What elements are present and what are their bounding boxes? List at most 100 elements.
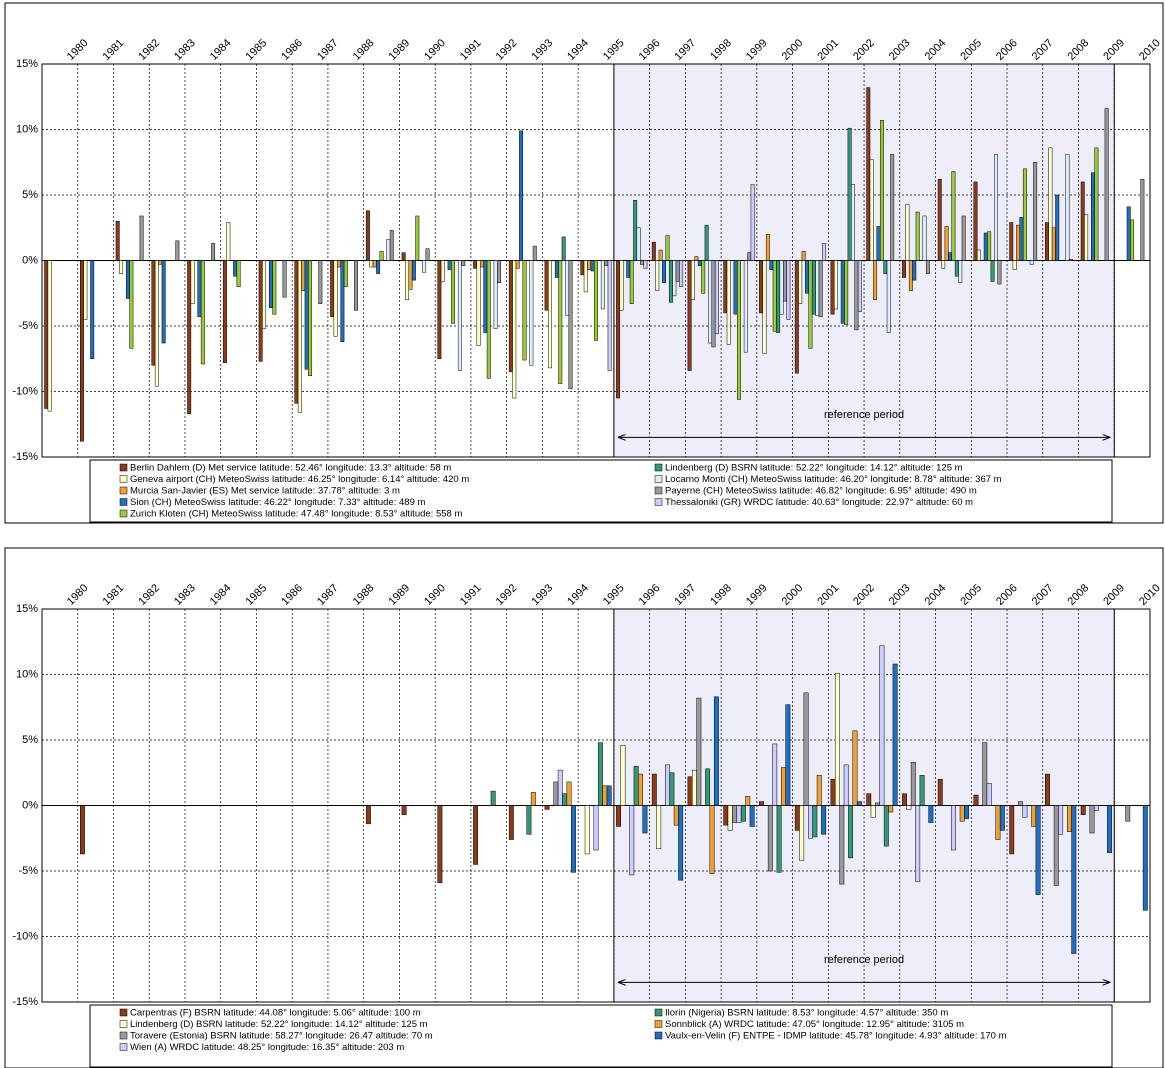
bar — [620, 744, 626, 806]
bar — [1012, 260, 1017, 270]
bar — [888, 805, 894, 813]
bar — [1093, 805, 1099, 811]
bar — [941, 260, 946, 269]
bar — [902, 260, 906, 278]
bar — [919, 775, 925, 806]
y-tick-label: 10% — [16, 123, 38, 135]
bar — [994, 154, 998, 261]
bar — [879, 645, 885, 806]
bar — [1084, 214, 1089, 261]
bar — [765, 234, 770, 261]
bar — [987, 231, 992, 261]
bar — [558, 260, 563, 384]
bar — [554, 260, 559, 278]
legend-label: Thessaloniki (GR) WRDC latitude: 40.63° … — [665, 497, 973, 508]
bar — [840, 260, 845, 324]
x-tick-label: 2000 — [780, 582, 806, 608]
x-tick-label: 1997 — [672, 37, 698, 63]
bar — [983, 232, 988, 261]
bar — [626, 260, 631, 278]
bar — [869, 159, 874, 261]
x-tick-label: 1993 — [529, 37, 555, 63]
bar — [906, 805, 912, 810]
x-tick-label: 1995 — [601, 37, 627, 63]
bar — [954, 260, 959, 277]
bar — [44, 260, 49, 409]
bar — [776, 260, 781, 333]
x-tick-label: 1986 — [279, 582, 305, 608]
bar — [672, 260, 677, 297]
bar — [258, 260, 263, 362]
bar — [337, 260, 341, 268]
legend-swatch — [654, 1020, 663, 1028]
bar — [925, 260, 930, 274]
bar — [1065, 154, 1070, 261]
legend-swatch — [654, 498, 663, 506]
bar — [668, 260, 673, 303]
bar — [875, 802, 880, 806]
bar — [1019, 217, 1024, 261]
bar — [1035, 805, 1041, 895]
bar — [401, 805, 407, 815]
bar — [779, 260, 784, 315]
bar — [1080, 181, 1085, 261]
bar — [587, 260, 592, 270]
y-tick-label: 0% — [22, 799, 38, 811]
x-tick-label: 1985 — [243, 582, 269, 608]
y-tick-label: 15% — [16, 58, 38, 70]
bar — [1022, 168, 1027, 261]
bar — [1104, 108, 1109, 261]
bar — [948, 252, 952, 261]
bar — [570, 805, 576, 873]
bar — [508, 260, 513, 373]
bar — [340, 260, 345, 342]
bar — [365, 805, 371, 825]
legend-label: Geneva airport (CH) MeteoSwiss latitude:… — [130, 474, 469, 485]
bar — [604, 260, 609, 266]
bar — [669, 772, 675, 806]
bar — [629, 260, 634, 304]
x-tick-label: 1984 — [208, 37, 234, 63]
bar — [857, 260, 862, 312]
bar — [79, 260, 84, 442]
bar — [982, 742, 988, 806]
bar — [318, 260, 323, 304]
y-tick-label: -5% — [18, 320, 38, 332]
bar — [411, 260, 416, 281]
legend-swatch — [119, 1031, 128, 1040]
bar — [519, 130, 524, 261]
bar — [125, 260, 130, 299]
bar — [662, 260, 667, 284]
bar — [732, 805, 738, 823]
bar — [297, 260, 302, 413]
x-tick-label: 1991 — [458, 582, 484, 608]
bar — [833, 260, 838, 310]
bar — [226, 222, 231, 261]
bar — [759, 801, 764, 806]
bar — [369, 260, 374, 268]
bar — [129, 260, 134, 349]
x-tick-label: 2010 — [1137, 37, 1163, 63]
legend: Carpentras (F) BSRN latitude: 44.08° lon… — [89, 1004, 1113, 1068]
y-tick-label: -10% — [12, 930, 38, 942]
bar — [772, 260, 777, 332]
bar — [557, 769, 563, 806]
bar — [976, 249, 981, 261]
bar — [655, 260, 660, 291]
bar — [950, 805, 956, 851]
bar — [713, 696, 719, 806]
x-tick-label: 1994 — [565, 37, 591, 63]
bar — [808, 805, 813, 839]
bar — [1022, 805, 1028, 818]
bar — [848, 805, 854, 859]
bar — [187, 260, 192, 415]
bar — [1126, 206, 1131, 261]
x-tick-label: 1994 — [565, 582, 591, 608]
bar — [687, 776, 693, 806]
x-tick-label: 2001 — [815, 37, 841, 63]
bar — [1142, 805, 1148, 911]
bar — [665, 764, 670, 806]
bar — [847, 127, 852, 261]
bar — [883, 260, 888, 274]
